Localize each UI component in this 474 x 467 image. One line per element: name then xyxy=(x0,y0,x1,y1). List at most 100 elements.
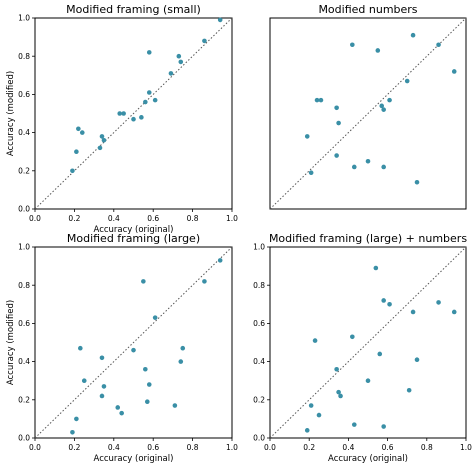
data-point xyxy=(131,347,136,353)
data-point xyxy=(436,42,441,48)
diagonal-reference-line xyxy=(269,246,467,439)
x-tick-label: 0.0 xyxy=(29,214,41,223)
data-point xyxy=(387,97,392,103)
data-point xyxy=(178,359,184,364)
data-point xyxy=(381,164,386,170)
diagonal-reference-line xyxy=(34,17,233,210)
data-point xyxy=(379,103,385,109)
data-point xyxy=(74,149,79,154)
data-point xyxy=(152,315,158,320)
y-tick-label: 0.2 xyxy=(18,395,30,404)
data-point xyxy=(115,405,121,410)
chart-title: Modified framing (large) + numbers xyxy=(269,232,467,245)
data-point xyxy=(79,130,85,135)
y-tick-label: 0.6 xyxy=(253,319,265,328)
data-point xyxy=(351,422,357,427)
data-point xyxy=(406,387,412,393)
y-tick-label: 0.8 xyxy=(18,281,30,290)
data-point xyxy=(381,298,386,303)
data-point xyxy=(180,345,186,351)
data-point xyxy=(373,265,379,271)
diagonal-reference-line xyxy=(269,17,467,210)
data-point xyxy=(176,53,182,59)
subplot-2: Modified numbers xyxy=(269,3,467,210)
data-point xyxy=(314,97,320,103)
data-point xyxy=(117,111,123,116)
data-point xyxy=(99,134,105,139)
x-tick-label: 0.4 xyxy=(108,214,120,223)
x-tick-label: 0.8 xyxy=(421,443,433,452)
data-point xyxy=(308,170,314,176)
x-tick-label: 0.4 xyxy=(108,443,120,452)
data-point xyxy=(121,111,126,116)
data-point xyxy=(381,424,386,429)
data-point xyxy=(308,403,314,408)
y-tick-label: 0.0 xyxy=(253,434,265,443)
y-axis-label: Accuracy (modified) xyxy=(6,71,16,156)
data-point xyxy=(334,153,339,158)
data-point xyxy=(410,309,416,315)
data-point xyxy=(143,366,148,372)
data-point xyxy=(451,69,457,74)
x-tick-label: 0.8 xyxy=(187,214,199,223)
x-tick-label: 0.2 xyxy=(303,443,315,452)
data-point xyxy=(377,351,383,357)
chart-title: Modified framing (small) xyxy=(66,3,201,16)
data-point xyxy=(365,378,371,384)
data-point xyxy=(336,120,341,126)
y-tick-label: 1.0 xyxy=(18,243,30,252)
y-tick-label: 0.2 xyxy=(253,395,265,404)
data-point xyxy=(99,393,105,399)
data-point xyxy=(410,32,416,38)
data-point xyxy=(351,164,357,170)
subplot-3: Modified framing (large) 0.00.0 0.2 0.2 0.4 0… xyxy=(6,232,238,464)
data-point xyxy=(146,382,152,387)
chart-title: Modified framing (large) xyxy=(67,232,200,245)
y-tick-label: 0.8 xyxy=(253,281,265,290)
chart-title: Modified numbers xyxy=(318,3,417,16)
data-point xyxy=(172,403,178,408)
x-tick-label: 1.0 xyxy=(460,443,472,452)
subplot-1: Modified framing (small) 0.00.0 0.2 0.2 0.4 0… xyxy=(6,3,238,235)
data-point xyxy=(387,302,392,307)
data-point xyxy=(139,115,144,120)
data-point xyxy=(451,309,457,315)
x-tick-label: 0.6 xyxy=(382,443,394,452)
data-point xyxy=(76,126,81,132)
data-point xyxy=(144,399,150,405)
data-point xyxy=(146,90,152,95)
y-tick-label: 0.0 xyxy=(18,205,30,214)
data-point xyxy=(101,137,107,143)
data-point xyxy=(101,384,107,389)
data-point xyxy=(414,357,420,362)
data-point xyxy=(146,50,152,55)
axes-frame xyxy=(34,246,233,439)
y-tick-label: 0.6 xyxy=(18,319,30,328)
data-point xyxy=(143,99,148,105)
y-tick-label: 0.6 xyxy=(18,90,30,99)
x-tick-label: 0.0 xyxy=(29,443,41,452)
data-point xyxy=(316,412,322,418)
y-tick-label: 0.4 xyxy=(18,357,30,366)
y-tick-label: 0.2 xyxy=(18,166,30,175)
data-point xyxy=(404,78,410,84)
axes-frame xyxy=(269,246,467,439)
x-axis-label: Accuracy (original) xyxy=(328,454,408,464)
x-tick-label: 0.2 xyxy=(68,214,80,223)
data-point xyxy=(436,300,441,305)
data-point xyxy=(202,38,207,44)
data-point xyxy=(70,168,75,174)
x-tick-label: 0.6 xyxy=(147,443,159,452)
data-point xyxy=(304,428,310,433)
data-point xyxy=(350,334,355,340)
data-point xyxy=(304,134,310,139)
x-tick-label: 1.0 xyxy=(226,443,238,452)
data-point xyxy=(141,279,146,284)
data-point xyxy=(70,429,75,435)
data-point xyxy=(336,389,341,395)
y-tick-label: 0.0 xyxy=(18,434,30,443)
data-point xyxy=(312,338,318,343)
data-point xyxy=(168,71,174,76)
data-point xyxy=(78,345,83,351)
